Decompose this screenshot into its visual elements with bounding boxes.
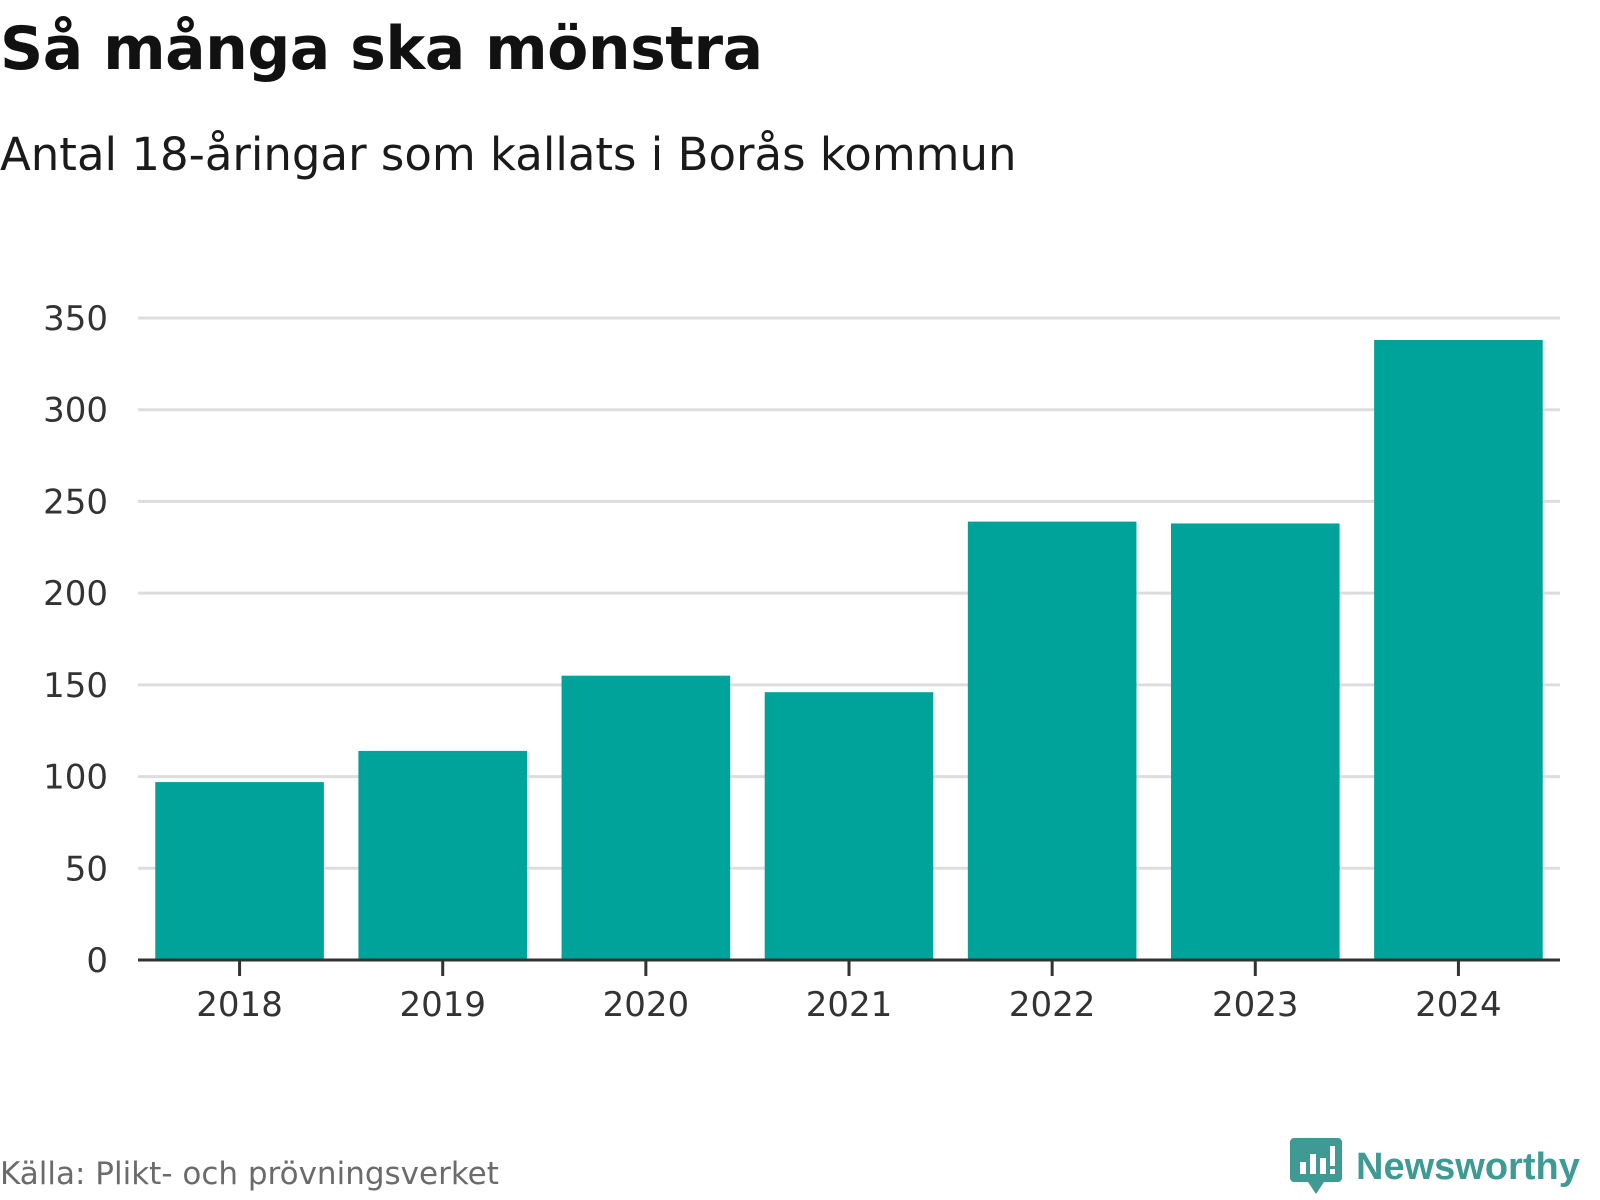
x-tick-label-2024: 2024 (1415, 985, 1502, 1025)
x-tick-label-2020: 2020 (603, 985, 690, 1025)
source-note: Källa: Plikt- och prövningsverket (0, 1156, 499, 1192)
x-tick-label-2019: 2019 (399, 985, 486, 1025)
bar-2022 (967, 521, 1137, 960)
y-tick-label-350: 350 (43, 299, 108, 339)
y-tick-label-50: 50 (65, 849, 108, 889)
chart-title: Så många ska mönstra (0, 14, 763, 84)
y-tick-label-300: 300 (43, 391, 108, 431)
x-tick-label-2021: 2021 (806, 985, 893, 1025)
bar-2024 (1374, 340, 1543, 960)
y-tick-label-150: 150 (43, 666, 108, 706)
bar-2019 (358, 750, 528, 960)
bars (155, 340, 1543, 960)
x-tick-label-2023: 2023 (1212, 985, 1299, 1025)
axes: 0 50 100 150 200 250 300 350 2018 2019 2020 2021 202… (43, 299, 1560, 1025)
y-tick-label-100: 100 (43, 758, 108, 798)
bar-2023 (1170, 523, 1340, 960)
bar-2021 (764, 692, 934, 960)
x-tick-label-2022: 2022 (1009, 985, 1096, 1025)
y-tick-label-200: 200 (43, 574, 108, 614)
x-tick-label-2018: 2018 (196, 985, 283, 1025)
y-tick-label-0: 0 (86, 941, 108, 981)
logo-text: Newsworthy (1356, 1145, 1580, 1188)
newsworthy-logo: Newsworthy (1290, 1138, 1580, 1196)
newsworthy-chat-bars-icon (1290, 1138, 1342, 1194)
bar-2018 (155, 782, 324, 960)
bar-2020 (561, 675, 731, 960)
y-tick-label-250: 250 (43, 482, 108, 522)
chart-subtitle: Antal 18-åringar som kallats i Borås kom… (0, 128, 1017, 181)
